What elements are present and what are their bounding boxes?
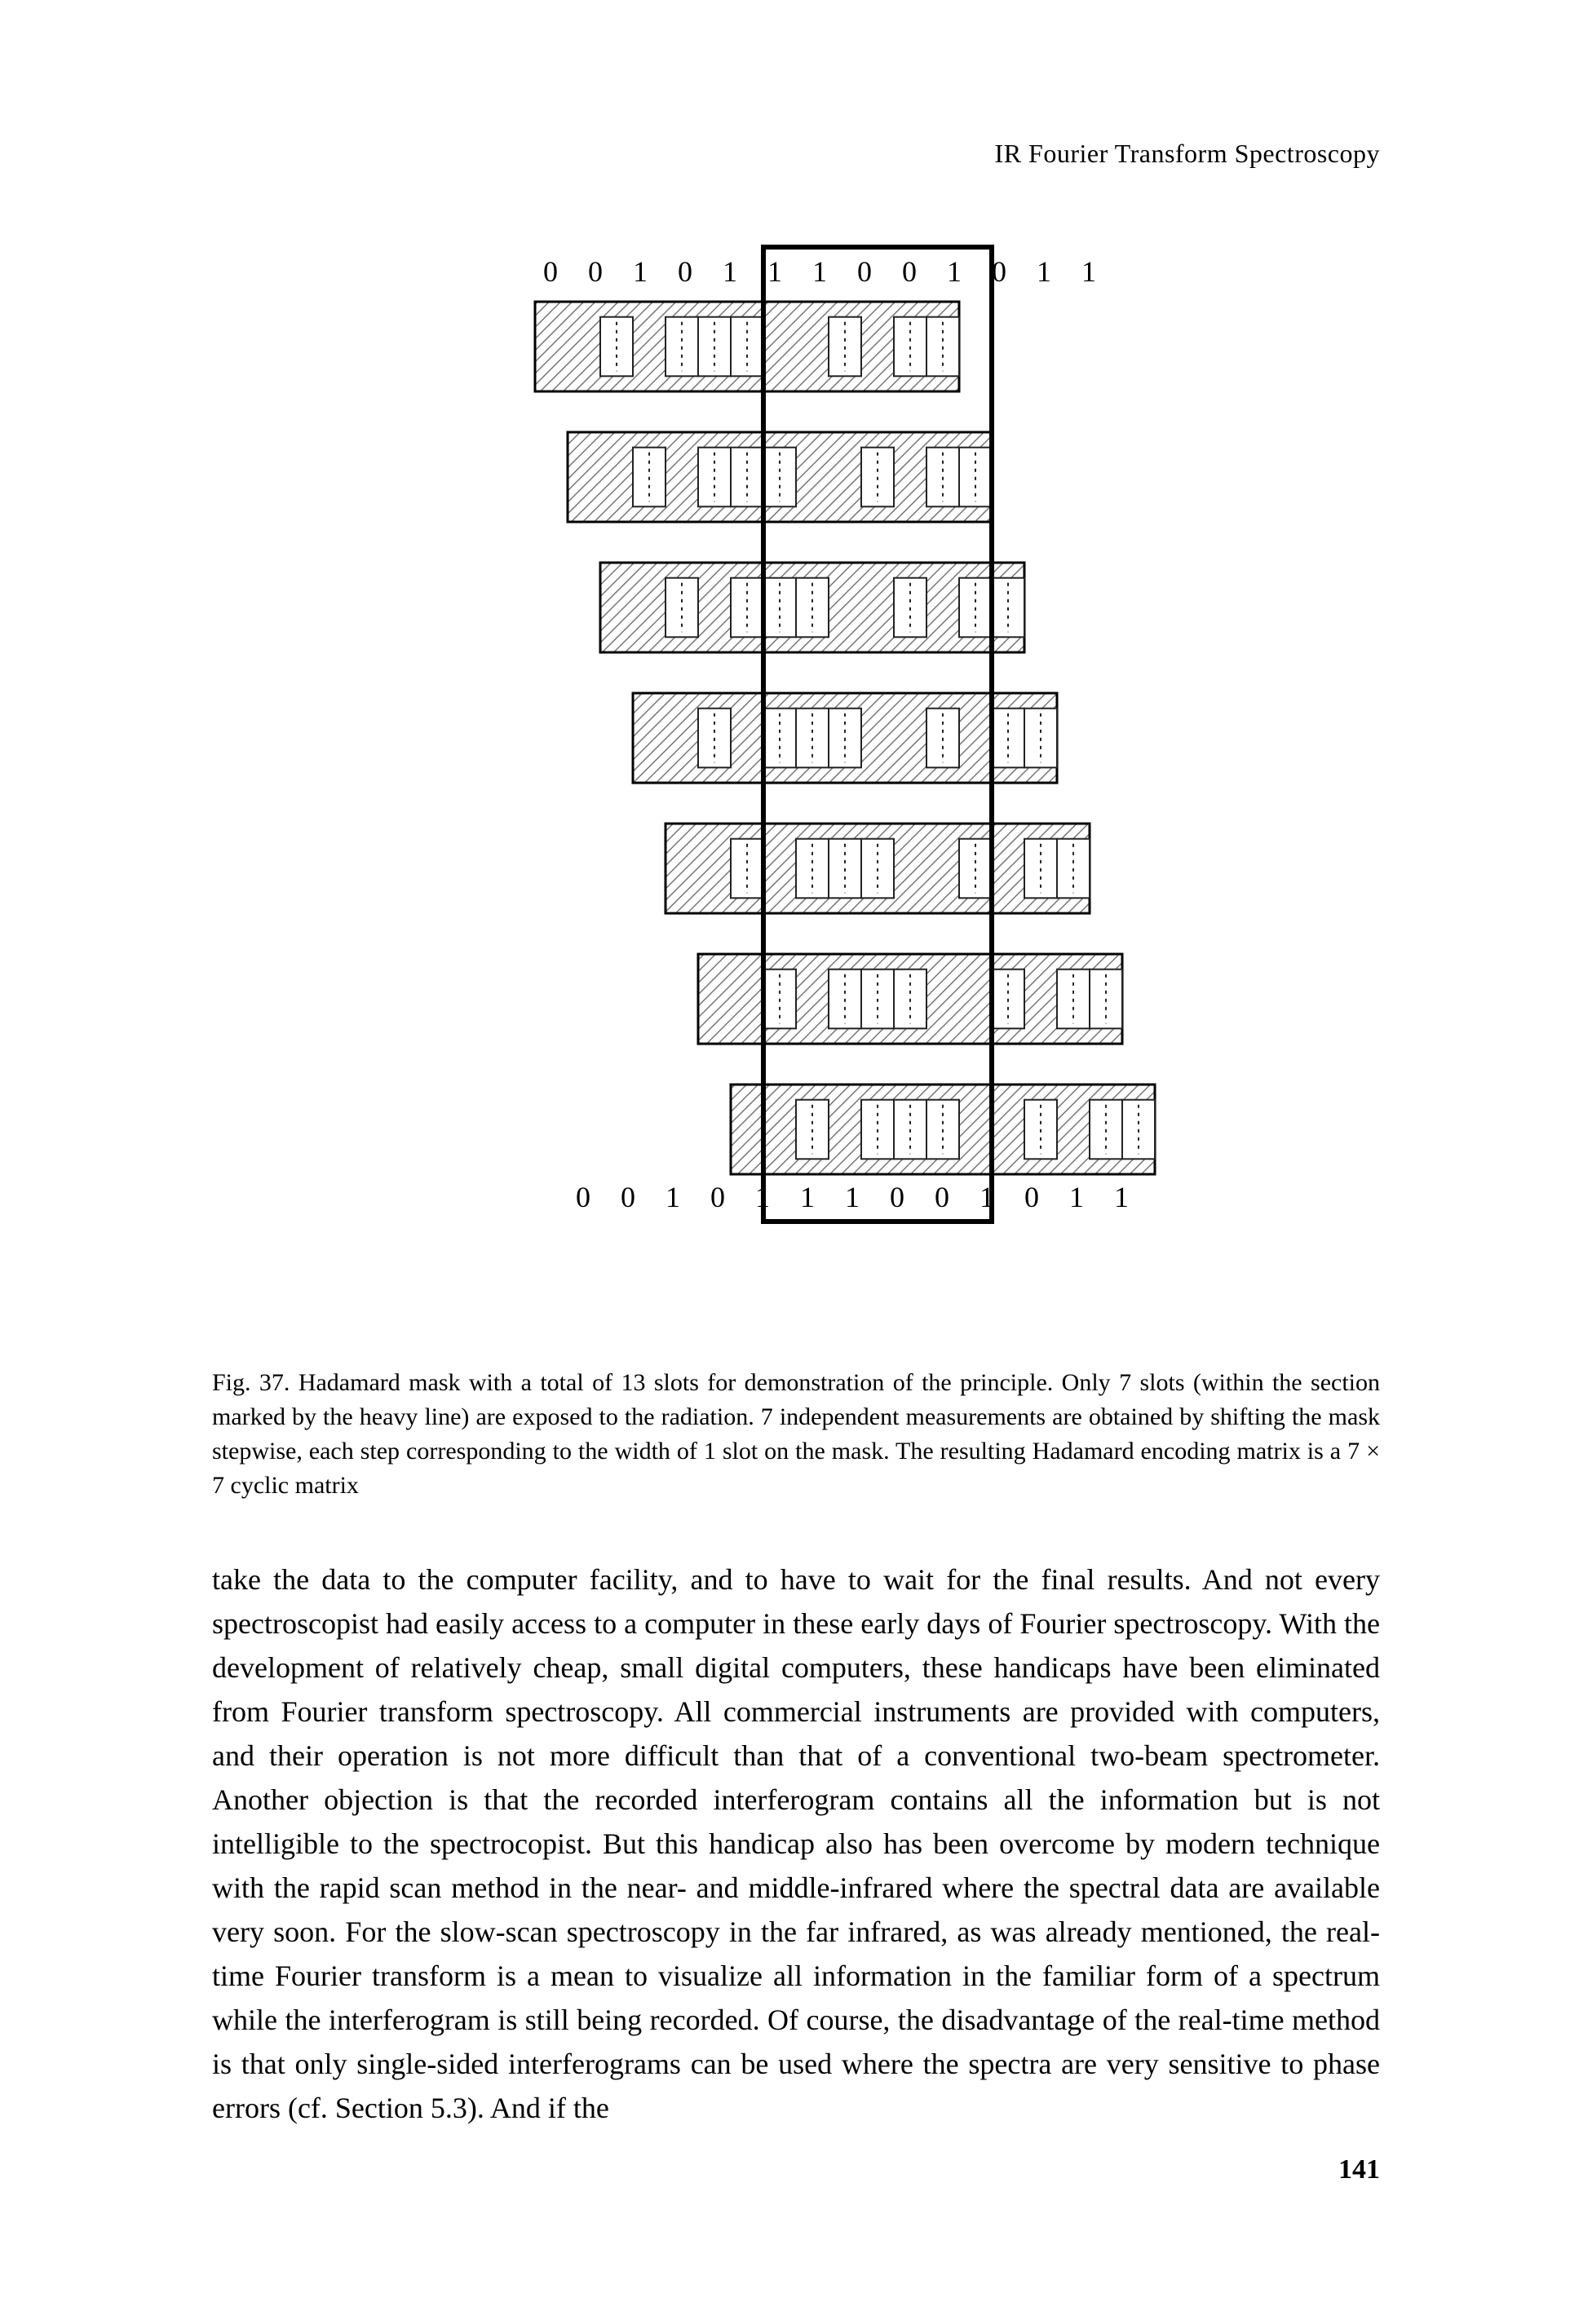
body-paragraph: take the data to the computer facility, … <box>212 1557 1380 2130</box>
page: IR Fourier Transform Spectroscopy 0 0 1 … <box>0 0 1592 2324</box>
svg-text:0 0 1 0 1 1 1 0 0 1 0 1 1: 0 0 1 0 1 1 1 0 0 1 0 1 1 <box>576 1181 1140 1213</box>
running-head: IR Fourier Transform Spectroscopy <box>995 139 1380 169</box>
page-number: 141 <box>1338 2154 1380 2185</box>
figure-37: 0 0 1 0 1 1 1 0 0 1 0 1 1 0 0 1 0 1 1 1 0… <box>0 236 1592 1345</box>
figure-caption: Fig. 37. Hadamard mask with a total of 1… <box>212 1366 1380 1503</box>
svg-text:0 0 1 0 1 1 1 0 0 1 0 1 1: 0 0 1 0 1 1 1 0 0 1 0 1 1 <box>543 255 1108 288</box>
hadamard-mask-diagram: 0 0 1 0 1 1 1 0 0 1 0 1 1 0 0 1 0 1 1 1 0… <box>429 236 1163 1345</box>
